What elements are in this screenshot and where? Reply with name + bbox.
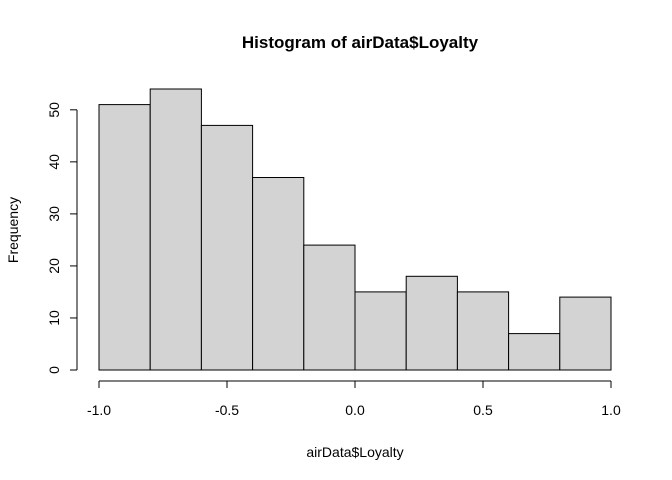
x-axis-label: airData$Loyalty [306,444,403,460]
x-axis: -1.0 -0.5 0.0 0.5 1.0 [87,380,621,418]
bars-group [98,88,612,371]
histogram-bar-1 [98,104,151,371]
x-tick-label: 0.0 [345,402,365,418]
histogram-bar-8 [456,291,510,371]
x-tick-label: -0.5 [215,402,239,418]
histogram-bar-7 [405,275,458,371]
x-tick-label: -1.0 [87,402,111,418]
y-tick-label: 50 [46,102,62,118]
histogram-bar-5 [303,244,356,371]
histogram-bar-9 [508,333,561,371]
histogram-bar-6 [354,291,407,371]
y-tick-label: 40 [46,154,62,170]
y-tick-label: 10 [46,310,62,326]
y-tick-label: 30 [46,206,62,222]
histogram-bar-10 [559,296,612,371]
histogram-bar-3 [200,124,254,371]
x-tick-label: 1.0 [601,402,621,418]
chart-title: Histogram of airData$Loyalty [242,33,479,52]
y-axis-label: Frequency [5,197,21,263]
x-tick-label: 0.5 [473,402,493,418]
y-tick-label: 20 [46,258,62,274]
histogram-bar-2 [149,88,202,371]
y-axis: 0 10 20 30 40 50 [46,102,78,374]
y-tick-label: 0 [46,366,62,374]
histogram-bar-4 [252,177,305,371]
